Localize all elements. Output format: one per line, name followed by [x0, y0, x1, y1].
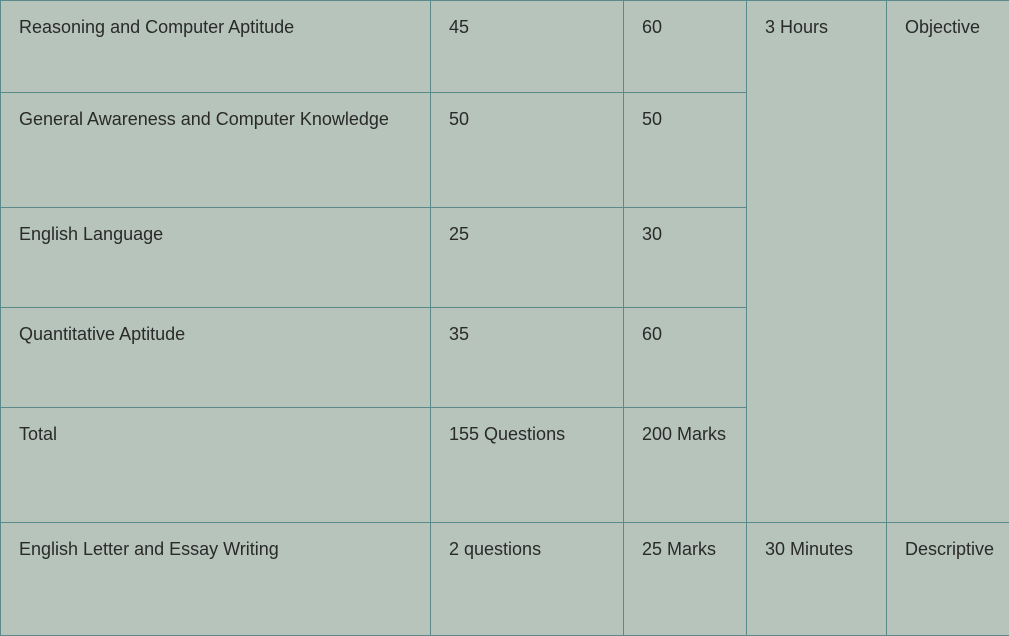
cell-subject: Reasoning and Computer Aptitude [1, 1, 431, 93]
cell-questions: 25 [431, 208, 624, 308]
cell-questions: 35 [431, 308, 624, 408]
table-row: English Letter and Essay Writing 2 quest… [1, 523, 1009, 636]
cell-subject: English Language [1, 208, 431, 308]
cell-marks: 60 [624, 308, 747, 408]
cell-marks: 50 [624, 93, 747, 208]
cell-marks: 200 Marks [624, 408, 747, 523]
cell-subject: English Letter and Essay Writing [1, 523, 431, 636]
exam-pattern-table: Reasoning and Computer Aptitude 45 60 3 … [0, 0, 1009, 636]
cell-questions: 2 questions [431, 523, 624, 636]
cell-marks: 30 [624, 208, 747, 308]
cell-questions: 155 Questions [431, 408, 624, 523]
cell-subject: General Awareness and Computer Knowledge [1, 93, 431, 208]
cell-marks: 60 [624, 1, 747, 93]
cell-questions: 45 [431, 1, 624, 93]
cell-subject: Quantitative Aptitude [1, 308, 431, 408]
cell-duration: 3 Hours [747, 1, 887, 523]
cell-subject: Total [1, 408, 431, 523]
cell-type: Descriptive [887, 523, 1009, 636]
cell-type: Objective [887, 1, 1009, 523]
cell-questions: 50 [431, 93, 624, 208]
cell-duration: 30 Minutes [747, 523, 887, 636]
cell-marks: 25 Marks [624, 523, 747, 636]
table-row: Reasoning and Computer Aptitude 45 60 3 … [1, 1, 1009, 93]
